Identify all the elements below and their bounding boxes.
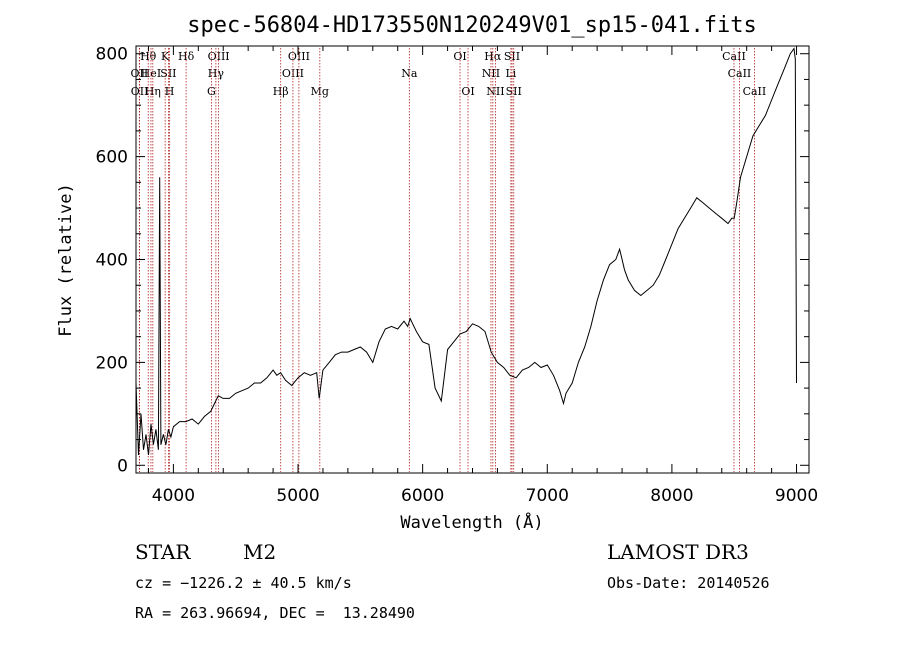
emission-line-markers bbox=[138, 48, 755, 472]
line-label: Hα bbox=[484, 50, 502, 63]
y-tick-label: 800 bbox=[96, 45, 128, 65]
object-class: STAR bbox=[135, 540, 191, 564]
plot-frame bbox=[135, 45, 810, 474]
line-label: SII bbox=[504, 50, 520, 63]
x-tick-label: 5000 bbox=[276, 486, 319, 506]
y-axis-ticks: 0 200 400 600 800 bbox=[96, 45, 809, 476]
x-tick-label: 4000 bbox=[152, 486, 195, 506]
line-label: Hδ bbox=[178, 50, 195, 63]
coordinates-readout: RA = 263.96694, DEC = 13.28490 bbox=[135, 604, 415, 622]
redshift-readout: cz = −1226.2 ± 40.5 km/s bbox=[135, 574, 352, 592]
y-tick-label: 0 bbox=[117, 456, 128, 476]
x-tick-label: 8000 bbox=[650, 486, 693, 506]
line-label: K bbox=[161, 50, 170, 63]
x-axis-ticks: 4000 5000 6000 7000 8000 9000 bbox=[147, 46, 818, 506]
observation-date: Obs-Date: 20140526 bbox=[607, 574, 770, 592]
line-label: OIII bbox=[288, 50, 310, 63]
survey-name: LAMOST DR3 bbox=[607, 540, 749, 564]
y-tick-label: 400 bbox=[96, 251, 128, 271]
x-tick-label: 7000 bbox=[526, 486, 569, 506]
line-label: OIII bbox=[208, 50, 230, 63]
y-axis-label: Flux (relative) bbox=[56, 183, 76, 337]
chart-title: spec-56804-HD173550N120249V01_sp15-041.f… bbox=[187, 13, 757, 38]
line-label-layer: HθOIIOIIHeIHηKSIIHHδOIIIHγGOIIIOIIIHβMgN… bbox=[131, 50, 767, 98]
x-tick-label: 6000 bbox=[401, 486, 444, 506]
series-layer bbox=[135, 47, 797, 456]
y-tick-label: 200 bbox=[96, 353, 128, 373]
series-line-flux bbox=[135, 47, 797, 456]
x-tick-label: 9000 bbox=[775, 486, 818, 506]
line-label: CaII bbox=[722, 50, 746, 63]
object-subclass: M2 bbox=[243, 540, 277, 564]
line-label: OI bbox=[453, 50, 466, 63]
y-tick-label: 600 bbox=[96, 148, 128, 168]
x-axis-label: Wavelength (Å) bbox=[400, 511, 543, 533]
